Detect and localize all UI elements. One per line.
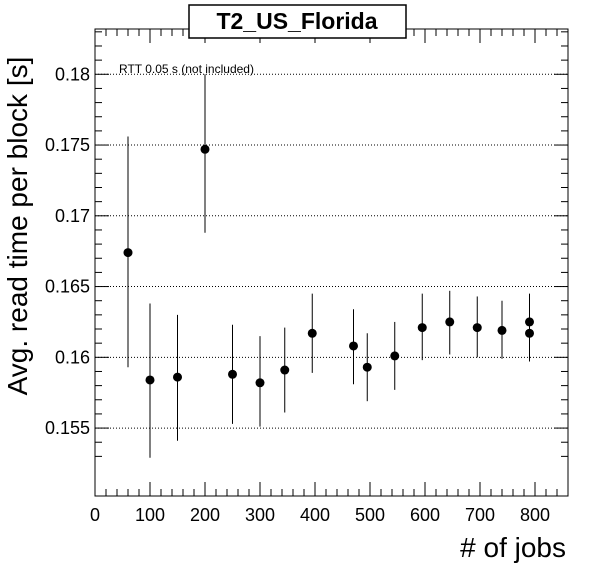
x-tick-label: 300 [245, 505, 275, 525]
plot-frame [94, 28, 569, 497]
axis-ticks: 0.155 0.16 0.165 0.17 0.175 0.18 0 100 200 300 400… [45, 29, 569, 525]
data-point [255, 378, 265, 388]
x-tick-label: 800 [520, 505, 550, 525]
x-axis-label: # of jobs [460, 532, 566, 563]
data-point [349, 341, 358, 351]
data-point [390, 351, 400, 361]
grid-lines [95, 73, 568, 429]
y-tick-label: 0.165 [45, 277, 90, 297]
data-point [200, 144, 210, 154]
y-tick-label: 0.18 [55, 64, 90, 84]
data-point [417, 323, 427, 333]
x-tick-label: 200 [190, 505, 220, 525]
data-point [472, 323, 482, 333]
x-tick-label: 400 [300, 505, 330, 525]
data-point [445, 317, 455, 327]
y-tick-label: 0.155 [45, 418, 90, 438]
x-tick-label: 500 [355, 505, 385, 525]
data-point [497, 325, 507, 335]
data-point [362, 362, 372, 372]
data-point [228, 369, 237, 379]
y-axis-label: Avg. read time per block [s] [2, 57, 33, 396]
y-tick-label: 0.17 [55, 206, 90, 226]
x-tick-label: 0 [90, 505, 100, 525]
data-point [280, 365, 290, 375]
chart-title: T2_US_Florida [216, 8, 377, 34]
data-points [123, 74, 534, 458]
data-point [123, 248, 133, 258]
data-point [145, 375, 155, 385]
x-tick-label: 700 [465, 505, 495, 525]
data-point [307, 328, 317, 338]
y-tick-label: 0.16 [55, 347, 90, 367]
y-tick-label: 0.175 [45, 135, 90, 155]
data-point [525, 328, 534, 338]
title-box: T2_US_Florida [188, 4, 407, 39]
rtt-annotation: RTT 0.05 s (not included) [119, 62, 254, 76]
x-tick-label: 100 [135, 505, 165, 525]
data-point [173, 372, 182, 382]
x-tick-label: 600 [410, 505, 440, 525]
